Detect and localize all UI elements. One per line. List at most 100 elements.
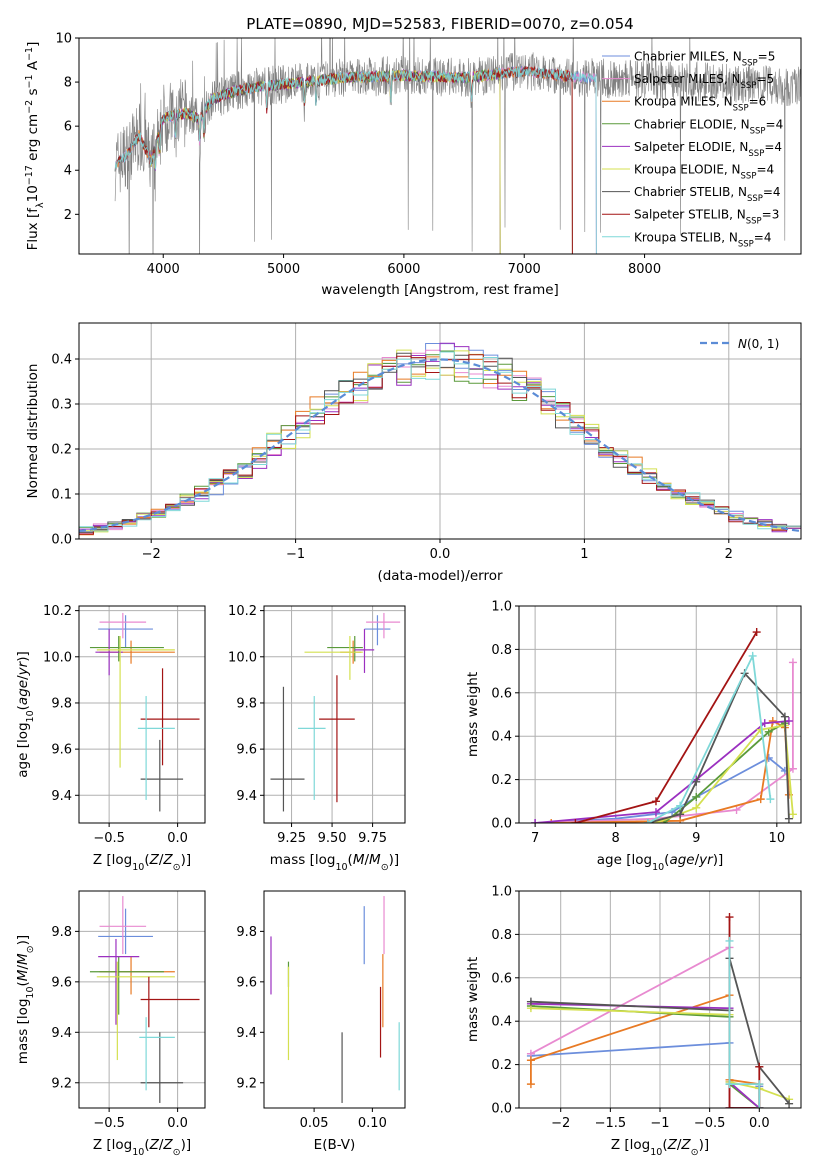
y-tick-label: 8: [64, 76, 72, 91]
x-axis-label: wavelength [Angstrom, rest frame]: [321, 282, 559, 298]
y-tick-label: 9.2: [236, 1076, 257, 1091]
weight-marker: [788, 764, 797, 773]
y-tick-label: 9.4: [51, 1026, 72, 1041]
y-axis-label: Flux [fλ10−17 erg cm−2 s−1 A−1]: [24, 42, 46, 251]
y-axis-label: mass weight: [465, 672, 481, 757]
weight-marker: [692, 777, 701, 786]
weight-marker: [725, 913, 734, 922]
weight-line: [728, 940, 761, 1108]
weight-marker: [725, 936, 734, 945]
error-point: [99, 896, 147, 955]
weight-marker: [788, 658, 797, 667]
y-tick-label: 0.1: [51, 488, 72, 503]
y-tick-label: 0.6: [491, 971, 512, 986]
weight-marker: [732, 805, 741, 814]
model-spectrum: [150, 68, 501, 254]
panel-residuals: −2 −1 0.0 1 2 0.0 0.1 0.2 0.3 0.4 N(0, 1) (data-mod…: [25, 322, 802, 584]
legend: N(0, 1): [700, 337, 779, 351]
axes-frame: [518, 890, 802, 1109]
weight-marker: [526, 1080, 535, 1089]
x-tick-label: 4000: [147, 262, 180, 277]
x-axis-label: Z [log10(Z/Z⊙)]: [93, 852, 191, 873]
x-tick-label: 8: [612, 831, 620, 846]
weight-line: [535, 756, 786, 823]
weight-marker: [780, 712, 789, 721]
x-tick-label: 7000: [508, 262, 541, 277]
y-tick-label: 0.2: [51, 443, 72, 458]
y-tick-label: 9.6: [51, 975, 72, 990]
plot-area: [526, 913, 794, 1108]
plot-area: [270, 896, 400, 1103]
weight-marker: [676, 810, 685, 819]
error-point: [140, 668, 200, 766]
legend-entry: N(0, 1): [738, 337, 779, 351]
axes-frame: [518, 605, 802, 824]
y-tick-label: 10.2: [43, 604, 72, 619]
weight-marker: [788, 810, 797, 819]
y-tick-label: 9.2: [51, 1076, 72, 1091]
weight-line: [647, 652, 772, 823]
y-axis-label: age [log10(age/yr)]: [15, 651, 36, 778]
normal-curve: [79, 358, 801, 533]
x-tick-label: 10: [769, 831, 786, 846]
weight-marker: [651, 808, 660, 817]
weight-marker: [785, 1099, 794, 1108]
plot-area: [114, 38, 801, 254]
legend-entry: Salpeter MILES, NSSP=5: [634, 72, 774, 91]
error-point: [327, 636, 363, 662]
model-spectrum: [114, 65, 597, 254]
x-tick-label: 0.0: [749, 1116, 770, 1131]
y-tick-label: 9.8: [236, 925, 257, 940]
weight-marker: [692, 792, 701, 801]
x-tick-label: −1: [286, 547, 305, 562]
y-tick-label: 0.8: [491, 928, 512, 943]
axes-frame: [263, 605, 406, 824]
weight-line: [647, 671, 790, 823]
error-point: [319, 675, 355, 803]
y-tick-label: 0.3: [51, 398, 72, 413]
x-axis-label: (data-model)/error: [377, 568, 503, 584]
x-tick-label: 0.0: [167, 1116, 188, 1131]
y-tick-label: 4: [64, 164, 72, 179]
y-tick-label: 10.2: [228, 604, 257, 619]
y-tick-label: 0.0: [491, 1102, 512, 1117]
weight-marker: [676, 801, 685, 810]
panel-mass_vs_Z: −0.5 0.0 9.2 9.4 9.6 9.8 Z [log10(Z/Z⊙)] mass […: [15, 890, 206, 1158]
legend-entry: Chabrier STELIB, NSSP=4: [634, 185, 781, 204]
y-tick-label: 0.2: [491, 1058, 512, 1073]
y-tick-label: 9.6: [236, 975, 257, 990]
weight-marker: [760, 719, 769, 728]
figure-title: PLATE=0890, MJD=52583, FIBERID=0070, z=0…: [246, 15, 633, 33]
y-tick-label: 9.6: [236, 743, 257, 758]
legend-entry: Kroupa ELODIE, NSSP=4: [634, 163, 774, 182]
weight-line: [530, 1002, 760, 1108]
y-tick-label: 1.0: [491, 885, 512, 900]
error-point: [140, 739, 184, 812]
x-tick-label: 9.25: [277, 831, 306, 846]
weight-marker: [643, 819, 652, 823]
y-tick-label: 9.4: [236, 1026, 257, 1041]
x-tick-label: 0.10: [358, 1116, 387, 1131]
axes-frame: [78, 37, 802, 255]
weight-marker: [651, 797, 660, 806]
y-axis-label: mass [log10(M/M⊙)]: [15, 935, 36, 1064]
weight-marker: [571, 819, 580, 823]
error-point: [270, 686, 305, 812]
plot-area: [79, 342, 801, 539]
y-tick-label: 9.4: [236, 789, 257, 804]
legend-entry: Chabrier ELODIE, NSSP=4: [634, 117, 783, 136]
y-tick-label: 9.8: [51, 696, 72, 711]
model-spectrum: [114, 65, 597, 254]
weight-line: [535, 662, 794, 823]
axes-frame: [78, 322, 802, 540]
legend-entry: Kroupa STELIB, NSSP=4: [634, 230, 772, 249]
x-tick-label: 5000: [267, 262, 300, 277]
weight-marker: [755, 1080, 764, 1089]
error-point: [139, 1017, 175, 1091]
residual-histogram: [79, 351, 801, 539]
panel-age_vs_Z: −0.5 0.0 9.4 9.6 9.8 10.0 10.2 Z [log10(Z/Z⊙)] a…: [15, 604, 206, 873]
weight-line: [575, 631, 758, 823]
x-tick-label: −0.5: [694, 1116, 726, 1131]
panel-weight_vs_Z: −2 −1.5 −1 −0.5 0.0 0.0 0.2 0.4 0.6 0.8 1.0 Z [log1…: [465, 885, 802, 1158]
plot-area: [531, 628, 797, 823]
